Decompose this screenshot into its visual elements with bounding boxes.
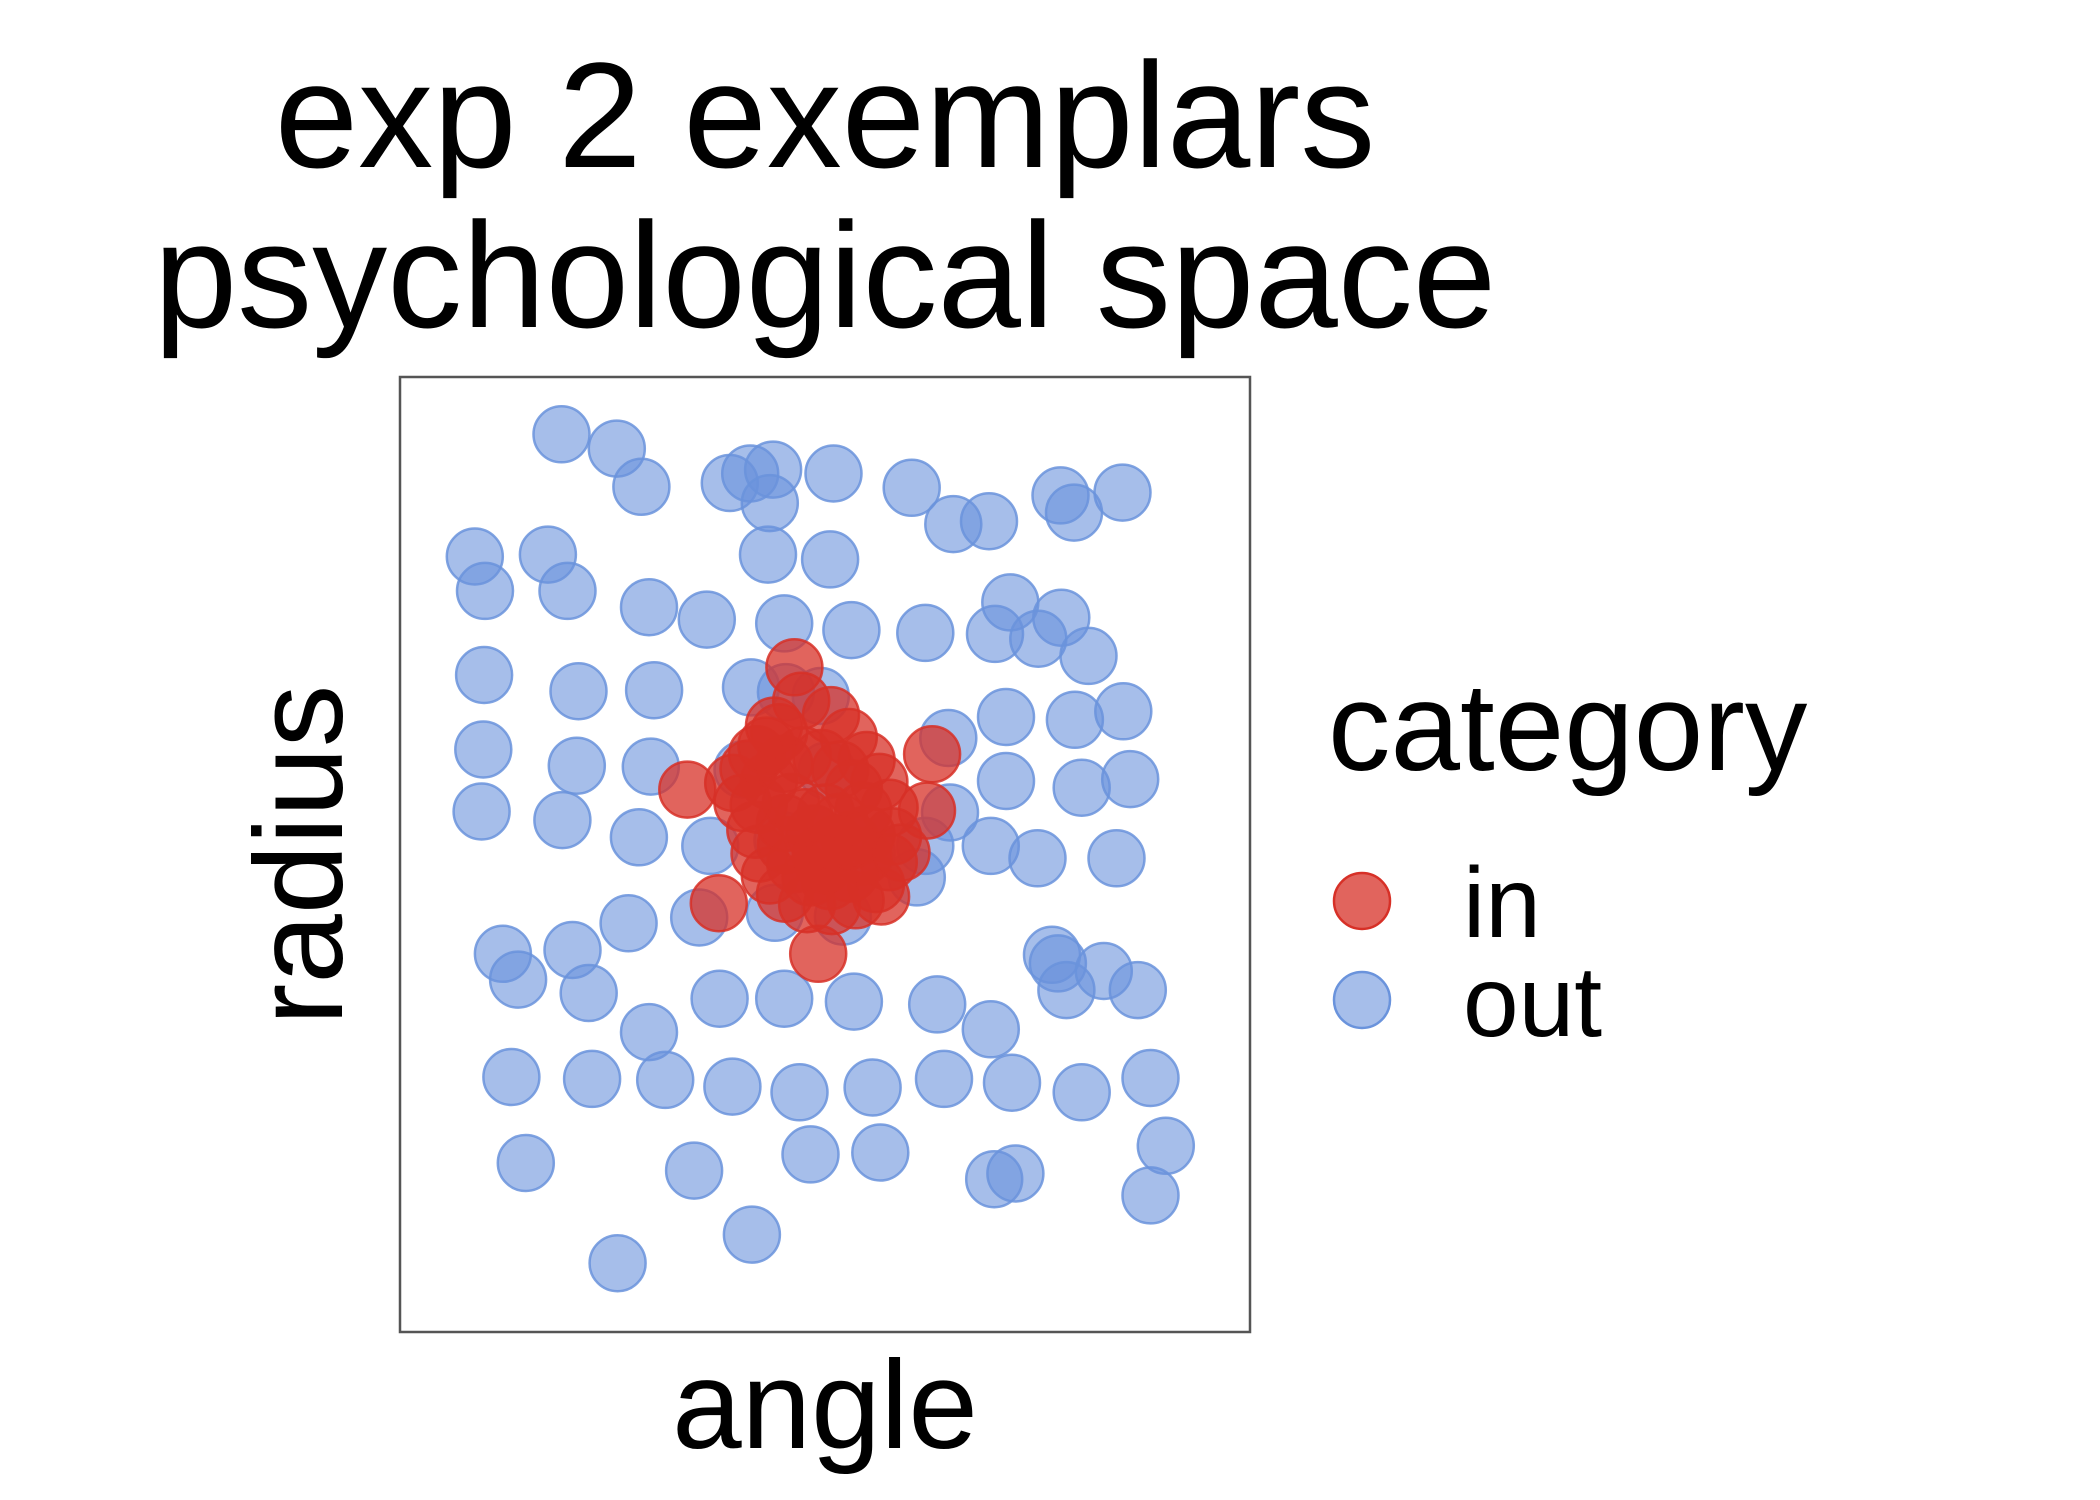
- point-out-98: [588, 1233, 647, 1293]
- point-out-51: [609, 808, 669, 867]
- point-out-37: [976, 687, 1036, 747]
- series-in: [658, 638, 962, 984]
- point-out-80: [562, 1049, 622, 1109]
- point-out-20: [800, 530, 860, 589]
- point-out-92: [851, 1123, 910, 1182]
- point-out-2: [612, 457, 671, 517]
- point-out-40: [454, 720, 513, 779]
- point-out-72: [907, 975, 967, 1034]
- legend-title: category: [1328, 658, 1808, 797]
- point-out-13: [1093, 463, 1152, 522]
- point-out-88: [1121, 1048, 1180, 1108]
- point-out-19: [738, 525, 798, 584]
- point-out-86: [982, 1053, 1042, 1112]
- point-out-73: [961, 1000, 1021, 1059]
- point-out-31: [549, 661, 608, 721]
- point-out-69: [690, 969, 749, 1028]
- point-out-81: [635, 1050, 695, 1110]
- legend-label-in: in: [1463, 847, 1541, 959]
- point-out-48: [1100, 749, 1160, 809]
- chart-title-line-2: psychological space: [153, 191, 1497, 359]
- point-out-28: [1009, 609, 1068, 668]
- point-out-90: [664, 1141, 724, 1200]
- point-out-32: [624, 660, 684, 720]
- point-out-41: [547, 736, 607, 795]
- point-out-0: [532, 405, 591, 464]
- point-out-6: [740, 473, 800, 533]
- point-out-18: [619, 577, 679, 637]
- point-out-97: [722, 1205, 782, 1264]
- legend-label-out: out: [1463, 946, 1602, 1058]
- point-out-67: [559, 963, 618, 1023]
- point-out-7: [804, 444, 863, 503]
- point-out-46: [976, 751, 1036, 811]
- legend-swatch-in: [1332, 871, 1392, 931]
- point-in-55: [872, 823, 931, 882]
- point-out-94: [986, 1144, 1045, 1203]
- point-out-83: [770, 1063, 829, 1122]
- point-out-24: [896, 603, 955, 663]
- point-out-96: [1121, 1166, 1180, 1225]
- point-out-82: [703, 1057, 762, 1116]
- y-axis-label: radius: [230, 685, 369, 1025]
- legend: category in out: [1328, 658, 1808, 1058]
- point-out-66: [488, 950, 548, 1009]
- point-out-8: [882, 458, 941, 518]
- points-layer: [445, 405, 1196, 1293]
- point-out-62: [599, 894, 658, 953]
- point-out-84: [843, 1058, 902, 1117]
- point-out-71: [824, 972, 884, 1031]
- chart-title-line-1: exp 2 exemplars: [274, 31, 1376, 199]
- point-out-10: [959, 491, 1019, 551]
- point-out-39: [1094, 682, 1153, 741]
- point-out-50: [533, 790, 592, 850]
- point-out-21: [677, 590, 737, 649]
- point-out-78: [1108, 960, 1168, 1020]
- point-out-91: [781, 1125, 840, 1184]
- point-out-70: [754, 969, 814, 1028]
- point-out-38: [1045, 690, 1105, 750]
- point-out-85: [914, 1049, 974, 1109]
- point-out-29: [1059, 626, 1118, 686]
- x-axis-label: angle: [672, 1336, 978, 1475]
- point-out-23: [822, 600, 881, 660]
- point-out-57: [1008, 829, 1067, 888]
- point-out-30: [454, 645, 514, 705]
- legend-swatch-out: [1332, 970, 1392, 1030]
- point-in-2: [689, 873, 749, 933]
- point-out-79: [482, 1047, 541, 1107]
- point-out-49: [452, 782, 511, 841]
- point-out-89: [496, 1133, 556, 1193]
- point-in-52: [821, 810, 880, 870]
- point-in-54: [737, 716, 796, 775]
- point-out-58: [1087, 829, 1146, 888]
- point-out-17: [538, 561, 597, 621]
- point-out-95: [1136, 1116, 1196, 1176]
- point-out-87: [1052, 1063, 1111, 1122]
- point-in-5: [902, 724, 962, 784]
- point-out-47: [1052, 758, 1111, 817]
- point-out-16: [455, 561, 515, 621]
